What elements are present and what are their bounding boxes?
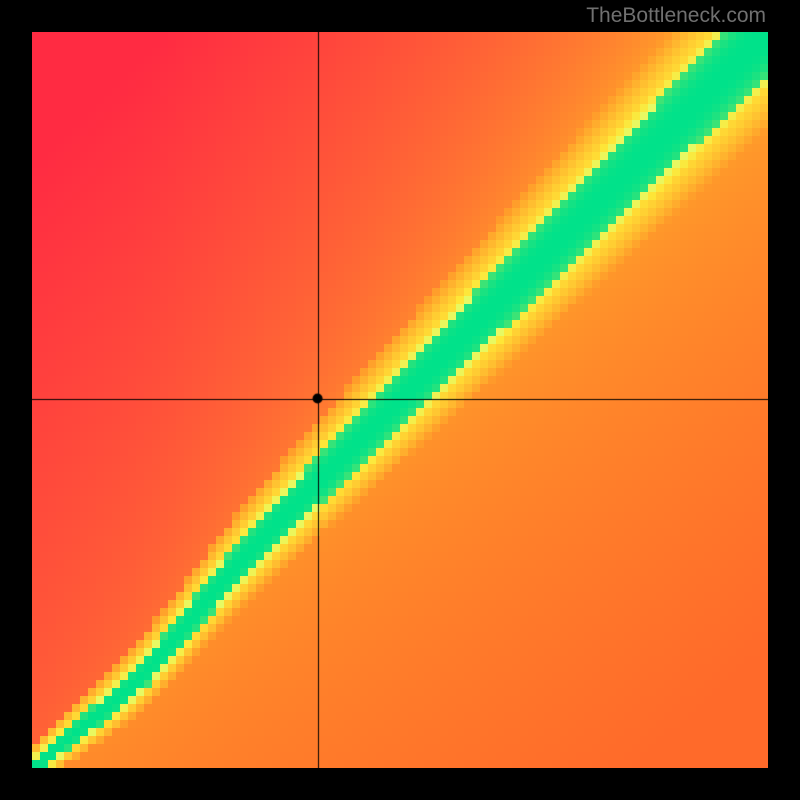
watermark-text: TheBottleneck.com <box>586 4 766 28</box>
crosshair-overlay <box>32 32 768 768</box>
chart-container: TheBottleneck.com <box>0 0 800 800</box>
